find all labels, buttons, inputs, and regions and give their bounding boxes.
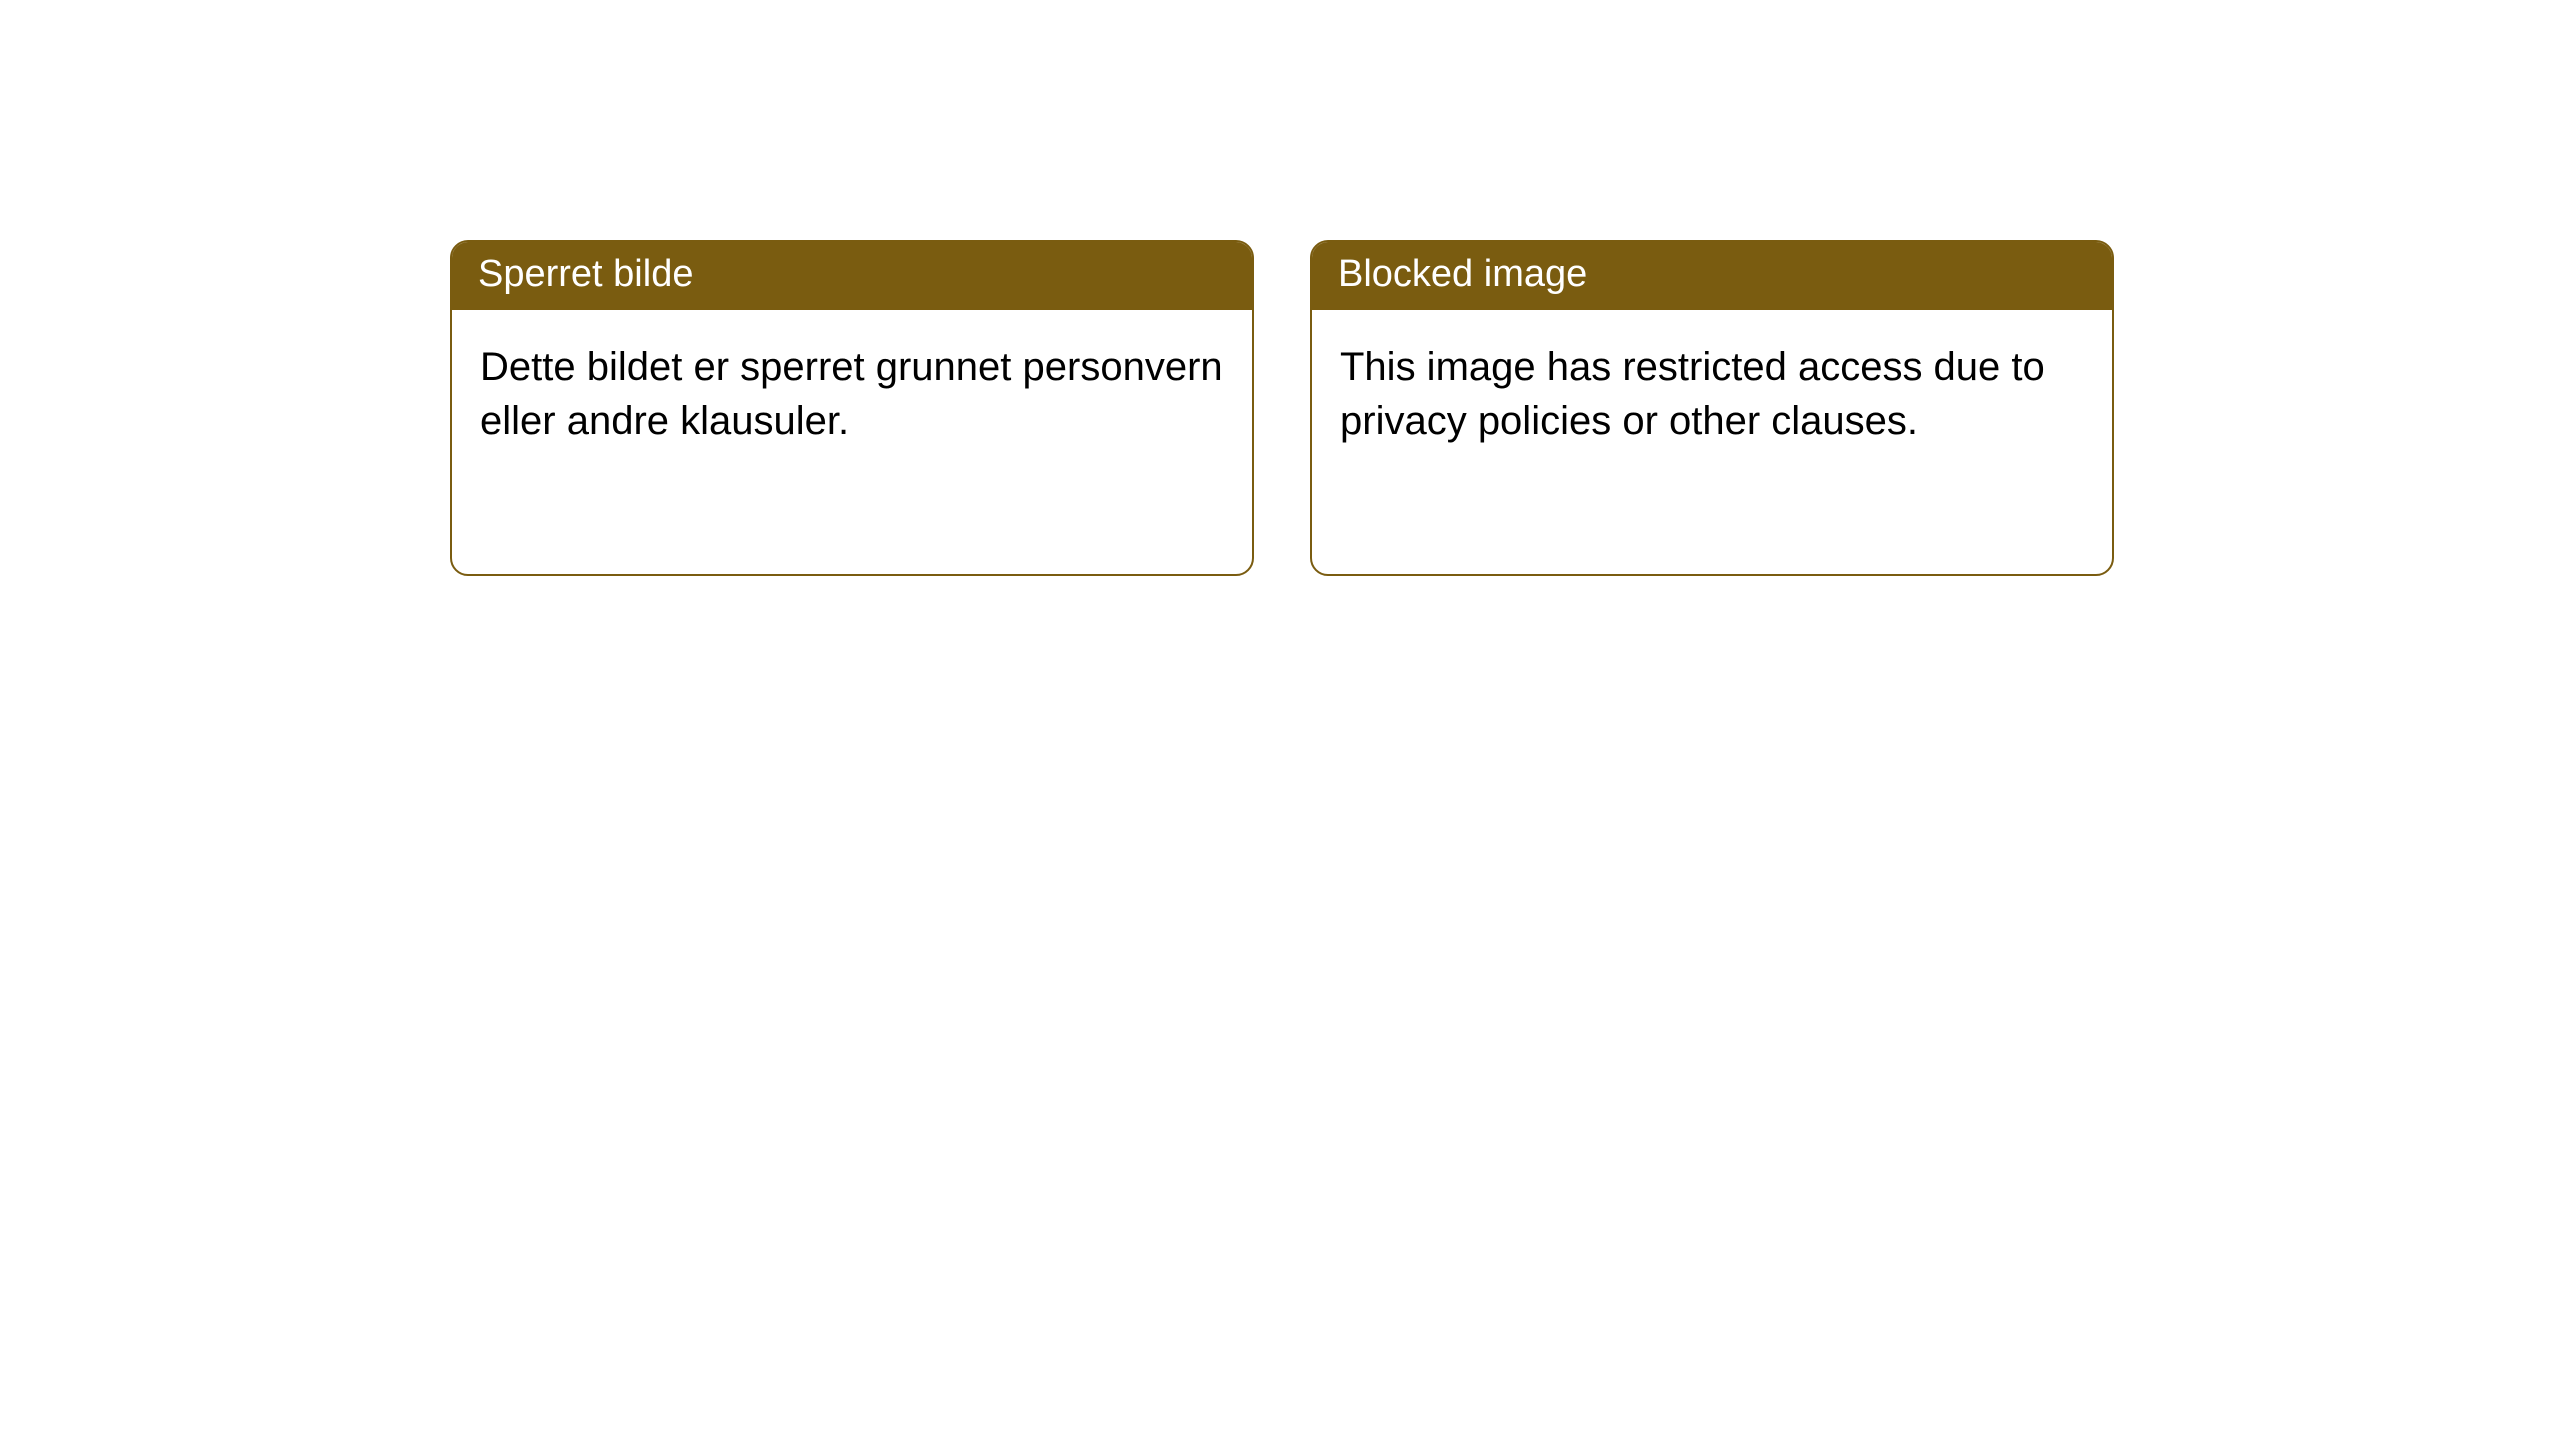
notice-body-en: This image has restricted access due to … — [1312, 310, 2112, 478]
notice-card-no: Sperret bilde Dette bildet er sperret gr… — [450, 240, 1254, 576]
notice-card-en: Blocked image This image has restricted … — [1310, 240, 2114, 576]
notice-container: Sperret bilde Dette bildet er sperret gr… — [450, 240, 2114, 576]
notice-header-en: Blocked image — [1312, 242, 2112, 310]
notice-body-no: Dette bildet er sperret grunnet personve… — [452, 310, 1252, 478]
notice-header-no: Sperret bilde — [452, 242, 1252, 310]
